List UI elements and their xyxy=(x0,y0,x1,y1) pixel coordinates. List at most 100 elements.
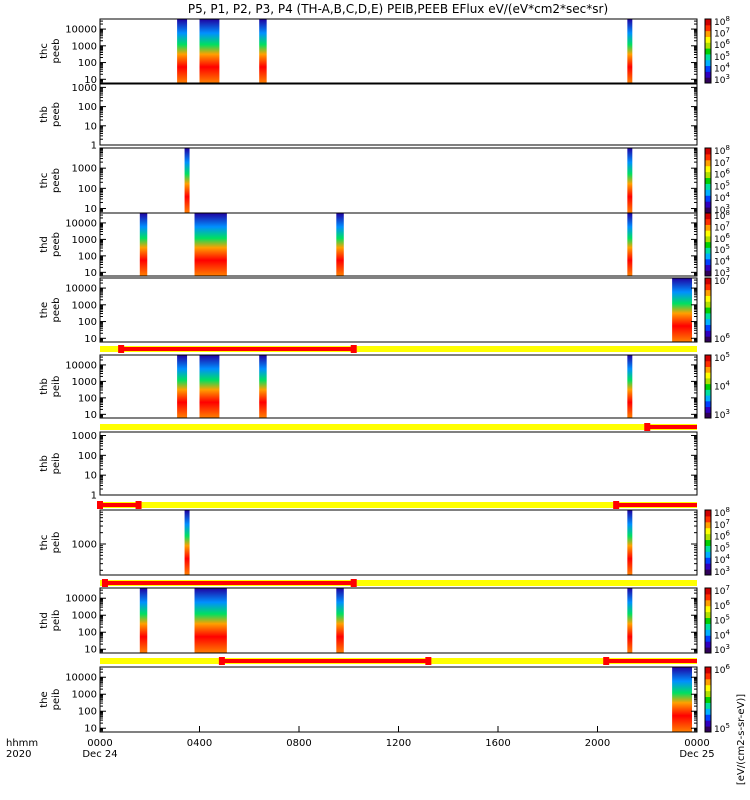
data-strip xyxy=(184,148,190,213)
colorbar-tick-label: 106 xyxy=(714,663,730,676)
mode-bar-marker xyxy=(613,501,620,509)
colorbar-tick-label: 103 xyxy=(714,408,730,421)
mode-bar-marker xyxy=(603,657,610,665)
y-tick-label: 10 xyxy=(84,645,97,656)
colorbar-segment xyxy=(705,641,711,648)
y-tick-label: 10000 xyxy=(65,284,97,295)
colorbar-segment xyxy=(705,24,711,32)
data-strip xyxy=(627,510,633,575)
data-strip xyxy=(177,19,188,83)
figure-title: P5, P1, P2, P3, P4 (TH-A,B,C,D,E) PEIB,P… xyxy=(188,2,608,16)
colorbar-segment xyxy=(705,336,711,343)
y-tick-label: 10 xyxy=(84,334,97,345)
colorbar-label: [eV/(cm2-s-sr-eV)] xyxy=(736,694,747,785)
y-tick-label: 1000 xyxy=(72,83,97,94)
colorbar-segment xyxy=(705,696,711,703)
colorbar-segment xyxy=(705,71,711,78)
colorbar-tick-label: 103 xyxy=(714,73,730,86)
y-tick-label: 1000 xyxy=(72,164,97,175)
colorbar-segment xyxy=(705,588,711,595)
panel-ylabel: thd xyxy=(39,612,50,629)
y-tick-label: 1000 xyxy=(72,431,97,442)
y-tick-label: 1000 xyxy=(72,235,97,246)
y-tick-label: 1 xyxy=(91,491,97,502)
colorbar-tick-label: 107 xyxy=(714,518,730,531)
colorbar-segment xyxy=(705,539,711,546)
mode-bar-segment xyxy=(221,659,429,663)
colorbar-segment xyxy=(705,42,711,49)
colorbar-segment xyxy=(705,278,711,285)
colorbar-segment xyxy=(705,563,711,570)
colorbar-tick-label: 105 xyxy=(714,50,730,63)
panel-6: 10 100 1000 10000 thb peib 103 104 105 xyxy=(39,351,730,421)
data-strip xyxy=(627,213,633,276)
colorbar-segment xyxy=(705,295,711,302)
colorbar-tick-label: 106 xyxy=(714,232,730,245)
colorbar-segment xyxy=(705,218,711,225)
colorbar-tick-label: 106 xyxy=(714,168,730,181)
colorbar-segment xyxy=(705,366,711,373)
colorbar-segment xyxy=(705,312,711,320)
mode-bar-group xyxy=(97,345,697,665)
colorbar-tick-label: 105 xyxy=(714,351,730,364)
colorbar-segment xyxy=(705,283,711,291)
y-tick-label: 10 xyxy=(84,471,97,482)
colorbar-segment xyxy=(705,647,711,654)
colorbar-segment xyxy=(705,395,711,402)
panel-ylabel: the xyxy=(39,691,50,707)
y-tick-label: 100 xyxy=(78,251,97,262)
colorbar-segment xyxy=(705,400,711,408)
panel-ylabel: thd xyxy=(39,236,50,253)
mode-bar-background xyxy=(100,346,697,352)
panel-frame xyxy=(99,277,698,343)
colorbar-segment xyxy=(705,551,711,558)
colorbar-segment xyxy=(705,53,711,61)
y-tick-label: 100 xyxy=(78,102,97,113)
colorbar-tick-label: 104 xyxy=(714,191,730,204)
time-axis-row-label: 2020 xyxy=(6,749,31,760)
y-tick-label: 10 xyxy=(84,410,97,421)
panel-ylabel: peeb xyxy=(51,39,62,64)
colorbar-segment xyxy=(705,195,711,202)
colorbar-tick-label: 104 xyxy=(714,61,730,74)
y-tick-label: 1000 xyxy=(72,377,97,388)
colorbar-segment xyxy=(705,667,711,674)
colorbar-segment xyxy=(705,389,711,396)
colorbar-frame xyxy=(704,587,712,654)
colorbar-tick-label: 104 xyxy=(714,380,730,393)
colorbar-tick-label: 108 xyxy=(714,15,730,28)
colorbar-tick-label: 105 xyxy=(714,614,730,627)
colorbar-segment xyxy=(705,605,711,613)
colorbar-segment xyxy=(705,77,711,84)
x-tick-label: 0800 xyxy=(286,738,311,749)
colorbar-segment xyxy=(705,611,711,619)
y-tick-label: 1 xyxy=(91,141,97,152)
colorbar-segment xyxy=(705,207,711,214)
mode-bar-segment xyxy=(616,503,697,507)
data-strip xyxy=(177,355,188,418)
colorbar-segment xyxy=(705,65,711,72)
data-strip xyxy=(627,588,633,653)
mode-bar-marker xyxy=(218,657,225,665)
mode-bar-segment xyxy=(121,347,354,351)
colorbar-tick-label: 108 xyxy=(714,144,730,157)
colorbar-segment xyxy=(705,360,711,367)
mode-bar-background xyxy=(100,502,697,508)
y-tick-label: 100 xyxy=(78,628,97,639)
panel-ylabel: peeb xyxy=(51,298,62,323)
mode-bar-marker xyxy=(135,501,142,509)
colorbar-segment xyxy=(705,36,711,43)
colorbar-segment xyxy=(705,702,711,709)
colorbar-segment xyxy=(705,593,711,601)
y-tick-label: 10 xyxy=(84,204,97,215)
colorbar-segment xyxy=(705,635,711,642)
colorbar-segment xyxy=(705,708,711,715)
mode-bar-marker xyxy=(101,579,108,587)
x-tick-label: 0000 xyxy=(87,738,112,749)
colorbar-tick-label: 106 xyxy=(714,599,730,612)
x-tick-label: 1200 xyxy=(386,738,411,749)
colorbar-segment xyxy=(705,629,711,636)
data-strip xyxy=(627,19,633,83)
